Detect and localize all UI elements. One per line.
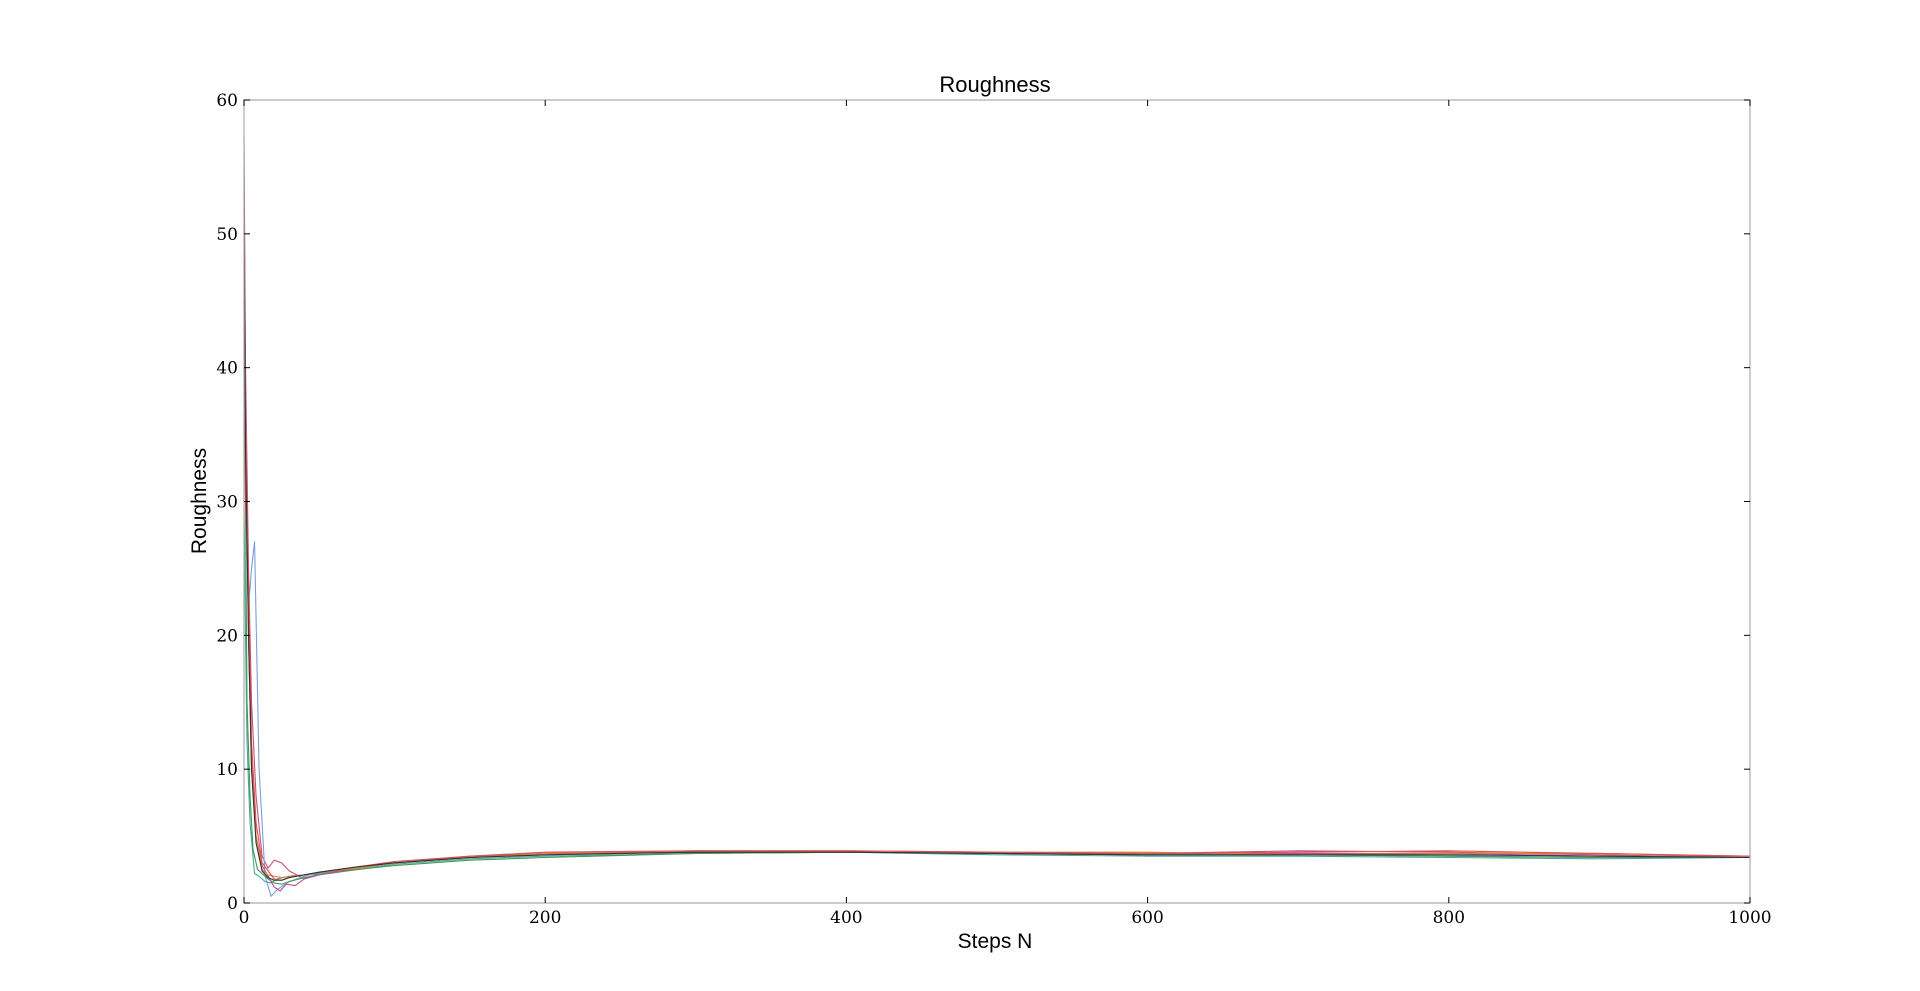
- series-line-3: [243, 501, 1751, 884]
- x-tick-label: 0: [239, 908, 250, 928]
- series-layer: [243, 140, 1751, 897]
- x-tick-label: 400: [830, 908, 862, 928]
- y-tick-label: 20: [216, 626, 238, 646]
- chart-title: Roughness: [939, 72, 1050, 97]
- y-tick-label: 50: [216, 225, 238, 245]
- y-tick-label: 40: [216, 359, 238, 379]
- y-tick-label: 10: [216, 760, 238, 780]
- y-tick-label: 0: [227, 894, 238, 914]
- series-line-7: [243, 260, 1751, 881]
- series-line-1: [243, 140, 1751, 880]
- tick-layer: 0 200 400 600 800 1000 0 10 20 30 40 50 60: [216, 91, 1771, 928]
- y-axis-label: Roughness: [188, 448, 211, 554]
- x-tick-label: 200: [529, 908, 561, 928]
- y-tick-label: 60: [216, 91, 238, 111]
- series-line-8: [243, 207, 1751, 881]
- plot-frame: [243, 99, 1751, 904]
- series-line-6: [243, 207, 1751, 879]
- x-tick-label: 600: [1131, 908, 1163, 928]
- series-line-2: [243, 233, 1750, 897]
- x-tick-label: 1000: [1728, 908, 1771, 928]
- series-line-5: [243, 166, 1750, 892]
- y-tick-label: 30: [216, 493, 238, 513]
- series-line-4: [243, 300, 1750, 885]
- x-axis-label: Steps N: [958, 930, 1033, 953]
- x-tick-label: 800: [1433, 908, 1465, 928]
